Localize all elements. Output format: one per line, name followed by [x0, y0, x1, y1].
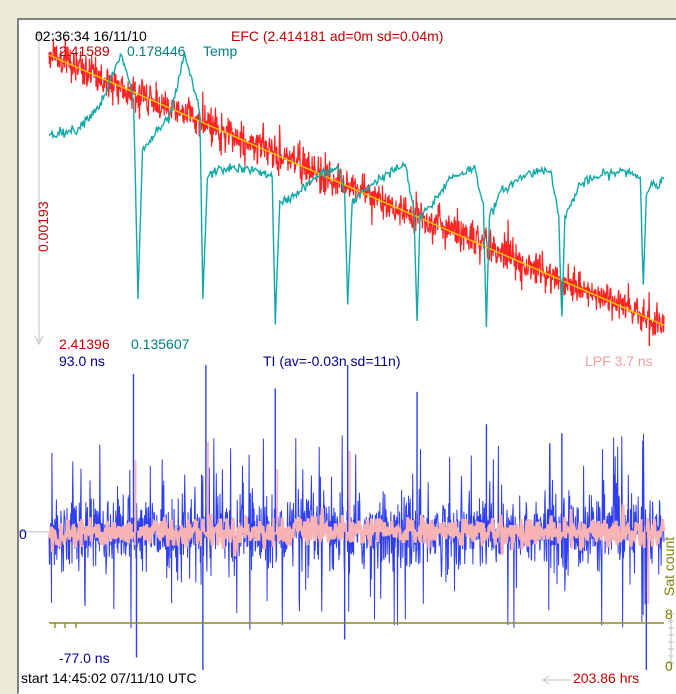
temp-top-value: 0.178446	[127, 43, 186, 59]
duration-arrow	[542, 675, 571, 685]
top-y-axis-arrow-up	[34, 30, 44, 41]
chart-panel: 02:36:34 16/11/10 EFC (2.414181 ad=0m sd…	[17, 18, 676, 694]
temp-label: Temp	[203, 43, 238, 59]
efc-bottom-value: 2.41396	[59, 336, 110, 352]
sat-bottom-value: 0	[665, 658, 673, 674]
ti-series-line	[48, 433, 665, 630]
efc-trend-line	[48, 54, 665, 326]
efc-label: EFC (2.414181 ad=0m sd=0.04m)	[231, 28, 444, 44]
ti-bottom-value: -77.0 ns	[59, 650, 110, 666]
temp-bottom-value: 0.135607	[131, 336, 190, 352]
lpf-label: LPF 3.7 ns	[585, 353, 653, 369]
zero-label: 0	[19, 526, 27, 542]
duration-label: 203.86 hrs	[573, 670, 640, 686]
timestamp-label: 02:36:34 16/11/10	[35, 28, 147, 44]
scale-label: 0.00193	[35, 201, 51, 252]
top-y-axis-arrow-down	[34, 335, 44, 346]
chart-canvas	[19, 30, 674, 685]
sat-top-value: 8	[665, 606, 673, 622]
ti-label: TI (av=-0.03n sd=11n)	[263, 353, 401, 369]
efc-top-value: 2.41589	[59, 43, 110, 59]
start-time-label: start 14:45:02 07/11/10 UTC	[21, 670, 197, 686]
chart-window: 02:36:34 16/11/10 EFC (2.414181 ad=0m sd…	[8, 6, 676, 694]
temp-series-line	[48, 51, 665, 328]
ti-top-value: 93.0 ns	[59, 353, 105, 369]
sat-count-axis-label: Sat count	[661, 536, 676, 596]
